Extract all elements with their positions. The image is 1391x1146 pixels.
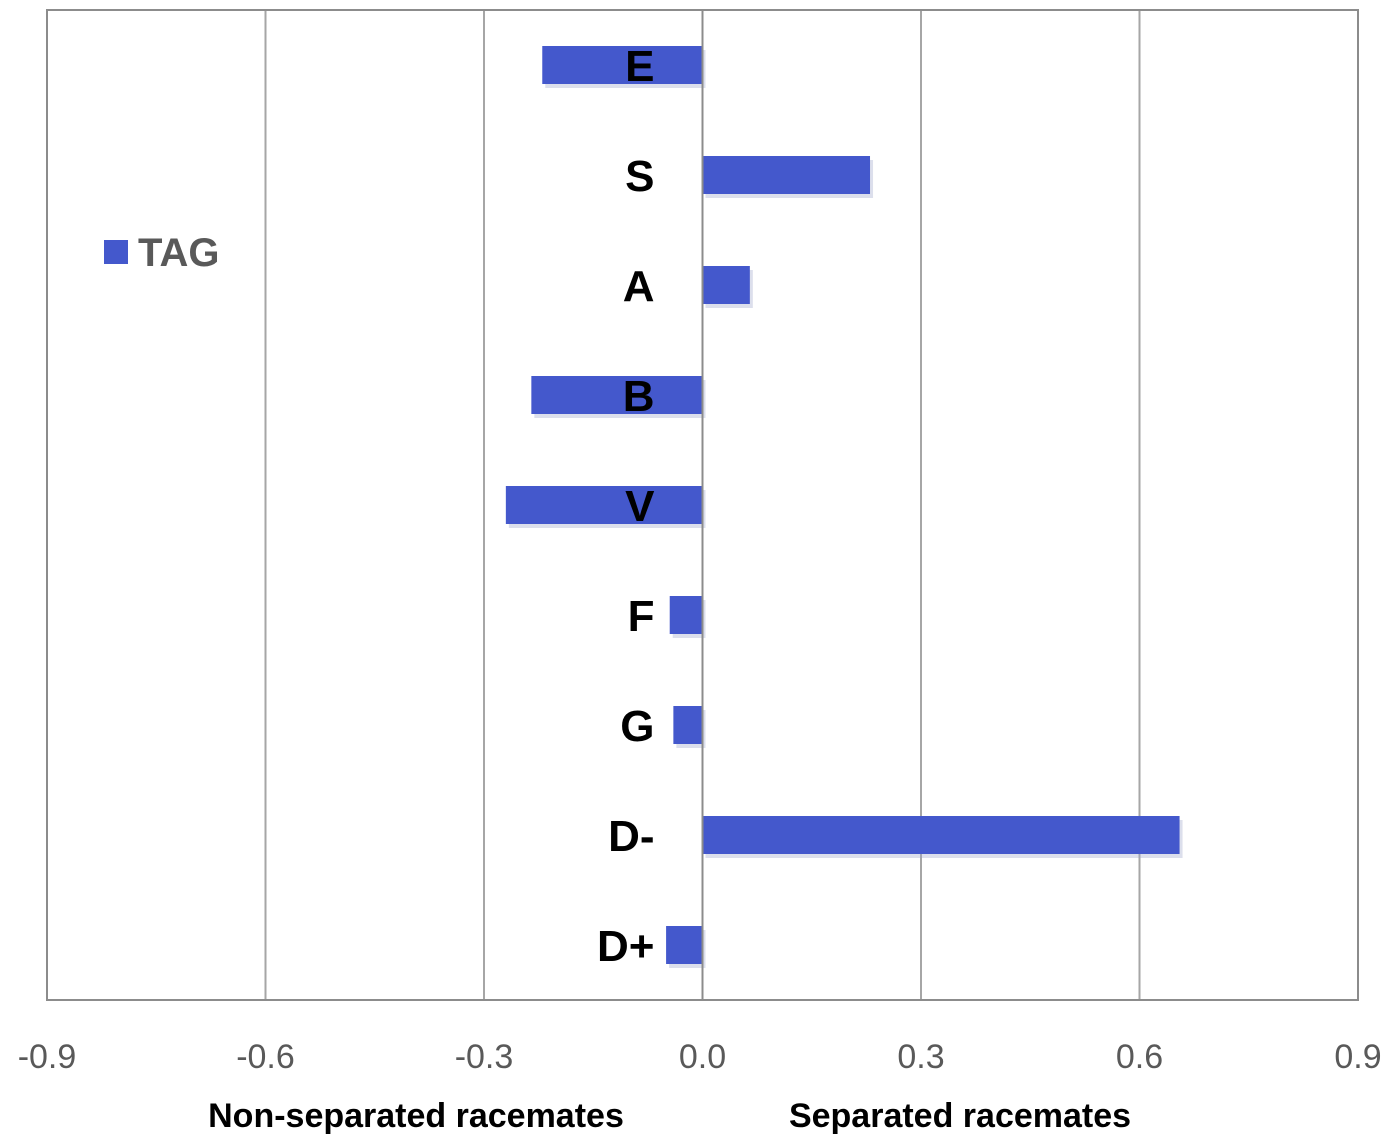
bar-D- (702, 816, 1180, 854)
x-tick-label-0.3: 0.3 (897, 1038, 944, 1076)
bar-F (669, 596, 703, 634)
category-label-D-: D- (608, 812, 654, 861)
category-label-D+: D+ (597, 922, 654, 971)
category-label-V: V (625, 482, 655, 531)
x-tick-label-0.9: 0.9 (1334, 1038, 1381, 1076)
category-label-E: E (625, 42, 654, 91)
bars (505, 46, 1183, 968)
bar-D+ (666, 926, 703, 964)
bar-S (702, 156, 871, 194)
x-tick-label-0.0: 0.0 (679, 1038, 726, 1076)
x-axis-caption-right: Separated racemates (789, 1097, 1131, 1135)
category-label-A: A (623, 262, 655, 311)
category-label-S: S (625, 152, 654, 201)
bar-A (702, 266, 750, 304)
bar-V (505, 486, 703, 524)
legend-label-tag: TAG (138, 231, 219, 275)
category-label-B: B (623, 372, 655, 421)
legend: TAG (104, 231, 219, 275)
bar-G (673, 706, 703, 744)
bar-B (531, 376, 703, 414)
bar-E (542, 46, 703, 84)
x-axis-caption-left: Non-separated racemates (208, 1097, 624, 1135)
category-label-G: G (620, 702, 654, 751)
x-tick-label--0.9: -0.9 (18, 1038, 77, 1076)
x-tick-label--0.3: -0.3 (455, 1038, 514, 1076)
x-tick-label-0.6: 0.6 (1116, 1038, 1163, 1076)
x-tick-labels: -0.9 -0.6 -0.3 0.0 0.3 0.6 0.9 (18, 1038, 1382, 1076)
category-label-F: F (628, 592, 655, 641)
x-tick-label--0.6: -0.6 (236, 1038, 295, 1076)
legend-swatch-tag (104, 240, 128, 264)
category-labels: E S A B V F G D- D+ (597, 42, 655, 971)
